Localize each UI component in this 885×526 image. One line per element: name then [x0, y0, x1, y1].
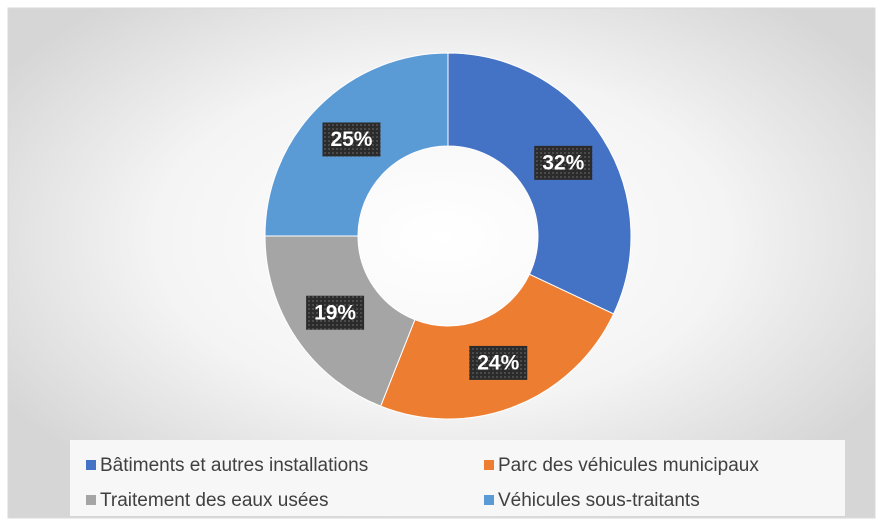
data-label: 25% — [330, 128, 372, 151]
legend-box — [70, 440, 845, 516]
legend-swatch — [86, 460, 96, 470]
data-label-box — [322, 122, 381, 157]
legend-swatch — [86, 495, 96, 505]
donut-segment — [447, 52, 632, 315]
legend-label: Traitement des eaux usées — [100, 490, 328, 511]
data-label-box — [306, 295, 365, 330]
data-label: 32% — [542, 151, 584, 174]
legend-label: Parc des véhicules municipaux — [498, 455, 759, 476]
data-label: 19% — [314, 301, 356, 324]
data-label: 24% — [477, 351, 519, 374]
legend-swatch — [484, 495, 494, 505]
data-label-box — [534, 145, 593, 180]
data-label-box — [469, 345, 528, 380]
legend-label: Véhicules sous-traitants — [498, 490, 700, 511]
legend-swatch — [484, 460, 494, 470]
legend-label: Bâtiments et autres installations — [100, 455, 368, 476]
